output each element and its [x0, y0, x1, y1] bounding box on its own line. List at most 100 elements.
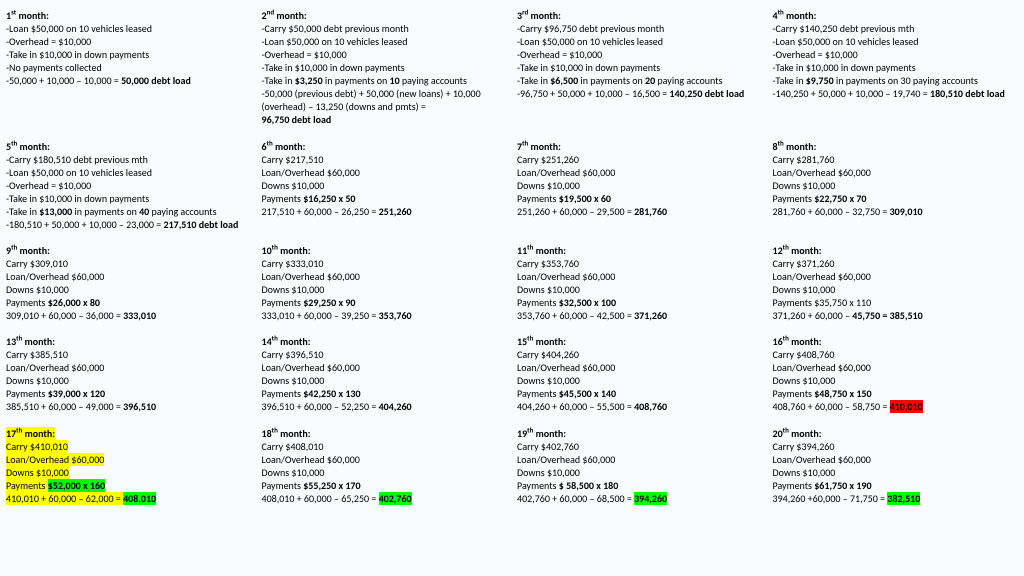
- month-line: Payments $52,000 x 160: [6, 479, 252, 492]
- month-line: 251,260 + 60,000 – 29,500 = 281,760: [517, 205, 763, 218]
- month-line: -Take in $10,000 in down payments: [6, 192, 252, 205]
- month-line: -Loan $50,000 on 10 vehicles leased: [6, 22, 252, 35]
- month-line: -No payments collected: [6, 61, 252, 74]
- month-line: Carry $408,760: [773, 348, 1019, 361]
- month-line: 408,010 + 60,000 – 65,250 = 402,760: [262, 492, 508, 505]
- month-line: Downs $10,000: [517, 283, 763, 296]
- month-line: 371,260 + 60,000 – 45,750 = 385,510: [773, 309, 1019, 322]
- month-line: Carry $309,010: [6, 257, 252, 270]
- month-heading: 5th month:: [6, 138, 252, 152]
- month-line: -140,250 + 50,000 + 10,000 – 19,740 = 18…: [773, 87, 1019, 100]
- month-line: -Carry $50,000 debt previous month: [262, 22, 508, 35]
- month-heading: 17th month:: [6, 425, 252, 439]
- month-line: Downs $10,000: [262, 466, 508, 479]
- month-line: -Take in $6,500 in payments on 20 paying…: [517, 74, 763, 87]
- month-line: Carry $410,010: [6, 440, 252, 453]
- month-cell-1: 1st month:-Loan $50,000 on 10 vehicles l…: [6, 6, 252, 132]
- month-line: 408,760 + 60,000 – 58,750 = 410,010: [773, 400, 1019, 413]
- month-line: Downs $10,000: [262, 179, 508, 192]
- month-line: 217,510 + 60,000 – 26,250 = 251,260: [262, 205, 508, 218]
- month-line: Carry $217,510: [262, 153, 508, 166]
- month-line: 353,760 + 60,000 – 42,500 = 371,260: [517, 309, 763, 322]
- month-heading: 3rd month:: [517, 8, 763, 22]
- month-line: Loan/Overhead $60,000: [517, 361, 763, 374]
- month-cell-8: 8th month:Carry $281,760Loan/Overhead $6…: [773, 136, 1019, 236]
- month-line: Payments $61,750 x 190: [773, 479, 1019, 492]
- month-line: Downs $10,000: [6, 283, 252, 296]
- month-line: Payments $48,750 x 150: [773, 387, 1019, 400]
- month-line: -Take in $13,000 in payments on 40 payin…: [6, 205, 252, 218]
- month-line: Loan/Overhead $60,000: [773, 270, 1019, 283]
- month-line: Carry $408,010: [262, 440, 508, 453]
- month-cell-10: 10th month:Carry $333,010Loan/Overhead $…: [262, 241, 508, 328]
- month-line: Loan/Overhead $60,000: [517, 270, 763, 283]
- month-heading: 11th month:: [517, 243, 763, 257]
- month-line: -50,000 + 10,000 – 10,000 = 50,000 debt …: [6, 74, 252, 87]
- month-line: Carry $394,260: [773, 440, 1019, 453]
- month-heading: 9th month:: [6, 243, 252, 257]
- month-line: Loan/Overhead $60,000: [6, 270, 252, 283]
- month-line: Carry $251,260: [517, 153, 763, 166]
- month-line: Carry $396,510: [262, 348, 508, 361]
- month-line: Downs $10,000: [6, 466, 252, 479]
- month-line: -Overhead = $10,000: [6, 35, 252, 48]
- month-heading: 12th month:: [773, 243, 1019, 257]
- month-line: Payments $22,750 x 70: [773, 192, 1019, 205]
- month-line: Carry $385,510: [6, 348, 252, 361]
- month-heading: 18th month:: [262, 425, 508, 439]
- month-line: Downs $10,000: [517, 466, 763, 479]
- month-cell-20: 20th month:Carry $394,260Loan/Overhead $…: [773, 423, 1019, 510]
- month-line: Carry $404,260: [517, 348, 763, 361]
- month-cell-5: 5th month:-Carry $180,510 debt previous …: [6, 136, 252, 236]
- month-line: Loan/Overhead $60,000: [773, 361, 1019, 374]
- month-heading: 4th month:: [773, 8, 1019, 22]
- month-line: -Overhead = $10,000: [6, 179, 252, 192]
- month-heading: 16th month:: [773, 334, 1019, 348]
- month-line: Loan/Overhead $60,000: [6, 453, 252, 466]
- month-line: Downs $10,000: [262, 283, 508, 296]
- month-line: Loan/Overhead $60,000: [262, 361, 508, 374]
- month-line: -Carry $96,750 debt previous month: [517, 22, 763, 35]
- month-cell-7: 7th month:Carry $251,260Loan/Overhead $6…: [517, 136, 763, 236]
- month-cell-15: 15th month:Carry $404,260Loan/Overhead $…: [517, 332, 763, 419]
- month-line: Downs $10,000: [773, 466, 1019, 479]
- month-line: -Take in $10,000 in down payments: [517, 61, 763, 74]
- month-line: 333,010 + 60,000 – 39,250 = 353,760: [262, 309, 508, 322]
- month-line: Loan/Overhead $60,000: [262, 270, 508, 283]
- month-line: Payments $42,250 x 130: [262, 387, 508, 400]
- month-line: Payments $55,250 x 170: [262, 479, 508, 492]
- month-line: Payments $19,500 x 60: [517, 192, 763, 205]
- month-line: -Loan $50,000 on 10 vehicles leased: [6, 166, 252, 179]
- month-line: -Carry $180,510 debt previous mth: [6, 153, 252, 166]
- month-cell-14: 14th month:Carry $396,510Loan/Overhead $…: [262, 332, 508, 419]
- month-heading: 8th month:: [773, 138, 1019, 152]
- month-line: -Loan $50,000 on 10 vehicles leased: [262, 35, 508, 48]
- month-line: -Take in $10,000 in down payments: [6, 48, 252, 61]
- month-line: Payments $45,500 x 140: [517, 387, 763, 400]
- month-heading: 2nd month:: [262, 8, 508, 22]
- month-line: Loan/Overhead $60,000: [6, 361, 252, 374]
- month-line: Payments $35,750 x 110: [773, 296, 1019, 309]
- month-line: -Take in $10,000 in down payments: [262, 61, 508, 74]
- month-line: Downs $10,000: [6, 374, 252, 387]
- month-line: -Take in $3,250 in payments on 10 paying…: [262, 74, 508, 87]
- month-cell-16: 16th month:Carry $408,760Loan/Overhead $…: [773, 332, 1019, 419]
- month-line: Carry $281,760: [773, 153, 1019, 166]
- month-line: Payments $26,000 x 80: [6, 296, 252, 309]
- month-line: 410,010 + 60,000 – 62,000 = 408,010: [6, 492, 252, 505]
- month-line: 385,510 + 60,000 – 49,000 = 396,510: [6, 400, 252, 413]
- month-line: 402,760 + 60,000 – 68,500 = 394,260: [517, 492, 763, 505]
- month-cell-6: 6th month:Carry $217,510Loan/Overhead $6…: [262, 136, 508, 236]
- month-cell-2: 2nd month:-Carry $50,000 debt previous m…: [262, 6, 508, 132]
- month-heading: 1st month:: [6, 8, 252, 22]
- month-line: Carry $371,260: [773, 257, 1019, 270]
- month-cell-3: 3rd month:-Carry $96,750 debt previous m…: [517, 6, 763, 132]
- month-line: -96,750 + 50,000 + 10,000 – 16,500 = 140…: [517, 87, 763, 100]
- month-line: -Overhead = $10,000: [517, 48, 763, 61]
- month-line: -Loan $50,000 on 10 vehicles leased: [773, 35, 1019, 48]
- month-line: -180,510 + 50,000 + 10,000 – 23,000 = 21…: [6, 218, 252, 231]
- month-line: -Overhead = $10,000: [773, 48, 1019, 61]
- month-line: Payments $16,250 x 50: [262, 192, 508, 205]
- month-line: Loan/Overhead $60,000: [262, 166, 508, 179]
- month-cell-9: 9th month:Carry $309,010Loan/Overhead $6…: [6, 241, 252, 328]
